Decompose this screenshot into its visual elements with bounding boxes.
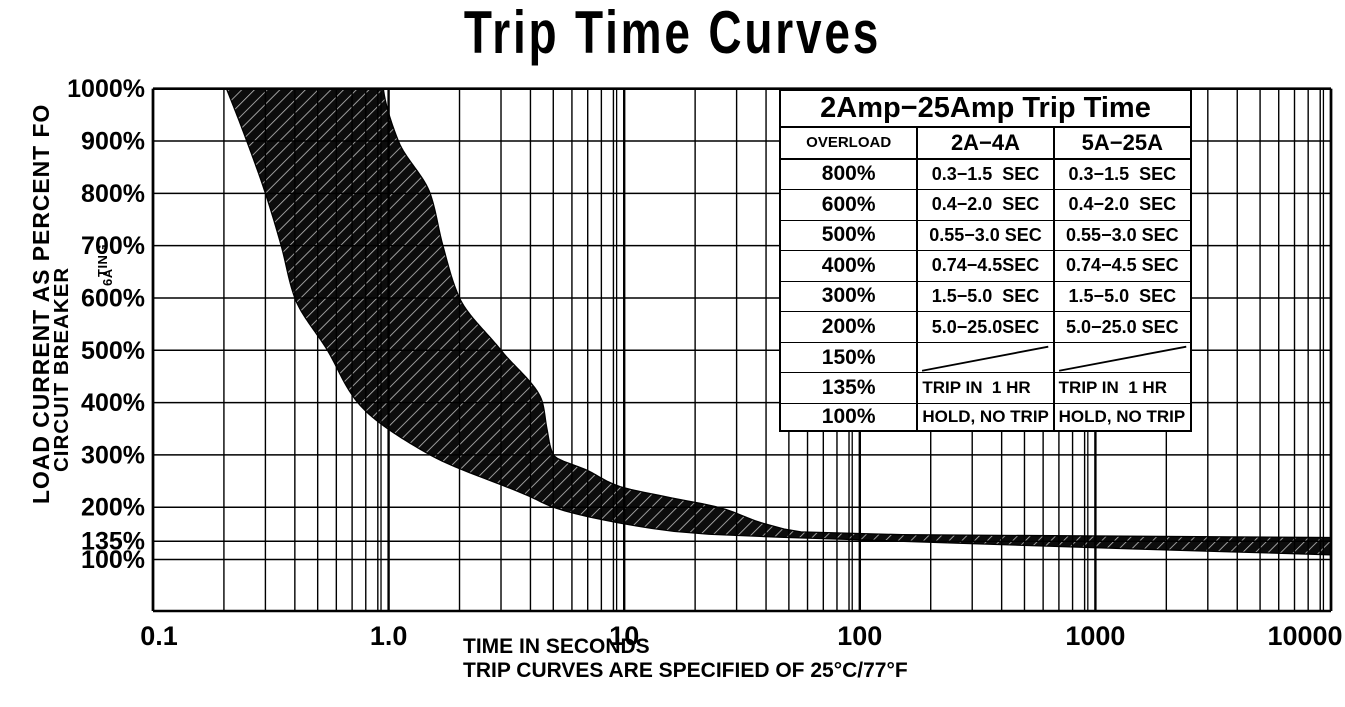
svg-text:400%: 400% [81,389,145,417]
svg-text:10000: 10000 [1267,621,1342,651]
svg-text:200%: 200% [81,494,145,522]
svg-text:100: 100 [837,621,882,651]
svg-text:0.1: 0.1 [140,621,178,651]
svg-text:1.0: 1.0 [370,621,408,651]
svg-text:100%: 100% [81,546,145,574]
svg-text:1000%: 1000% [67,75,145,103]
svg-text:300%: 300% [81,441,145,469]
svg-text:500%: 500% [81,337,145,365]
svg-text:900%: 900% [81,128,145,156]
svg-text:700%: 700% [81,232,145,260]
svg-text:800%: 800% [81,180,145,208]
svg-text:1000: 1000 [1065,621,1125,651]
svg-text:600%: 600% [81,284,145,312]
